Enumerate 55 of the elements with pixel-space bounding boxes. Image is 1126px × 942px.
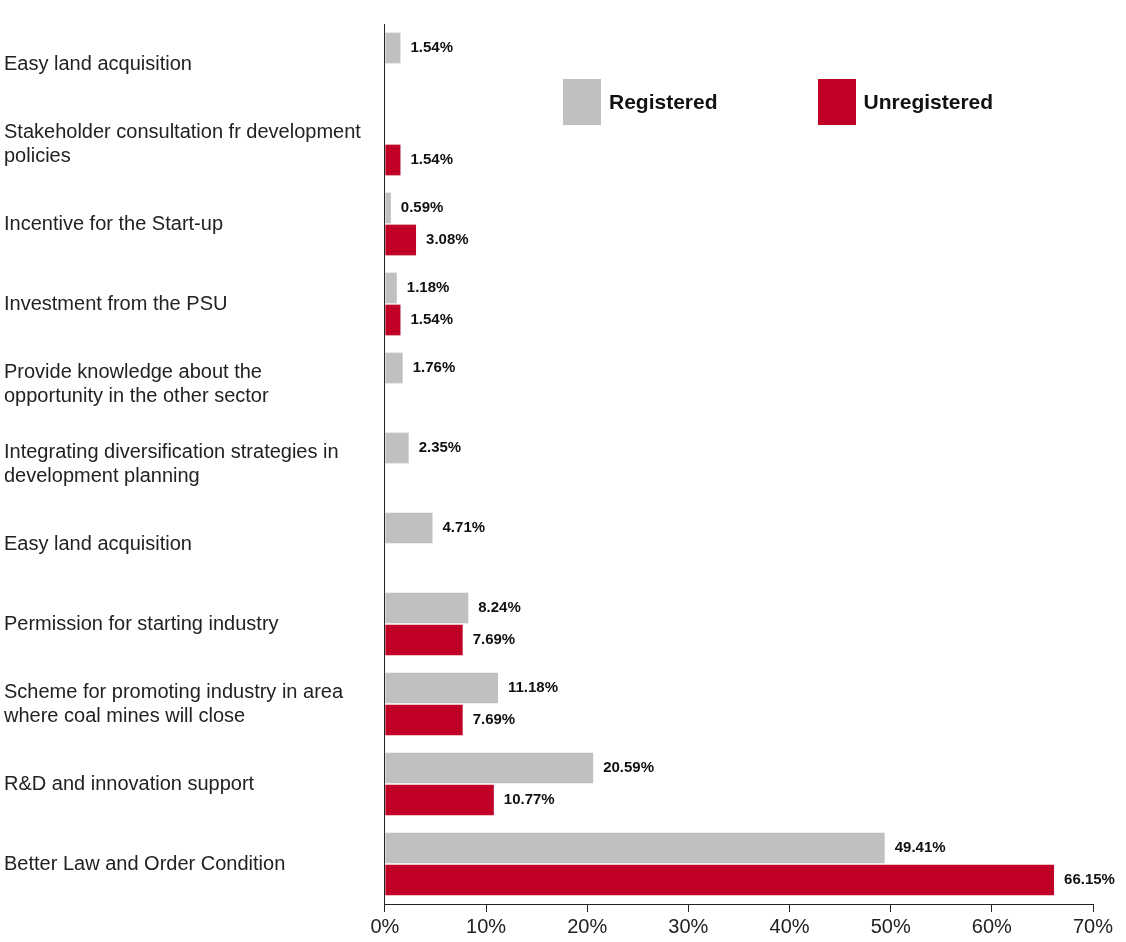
bar (385, 864, 1055, 896)
data-label: 1.54% (410, 310, 454, 328)
bar (385, 144, 401, 176)
data-label: 66.15% (1064, 870, 1115, 888)
bar (385, 352, 403, 384)
data-label: 20.59% (603, 758, 655, 776)
x-tick-label: 60% (971, 914, 1013, 937)
bar (385, 224, 417, 256)
y-tick-label: Integrating diversification strategies in development planning (4, 439, 339, 486)
x-tick-label: 50% (870, 914, 911, 937)
data-label: 10.77% (503, 790, 555, 808)
legend-label: Registered (609, 90, 718, 114)
data-label: 1.54% (410, 150, 454, 168)
y-tick-label: Better Law and Order Condition (4, 851, 286, 874)
bar (385, 192, 391, 224)
x-tick-label: 20% (567, 914, 608, 937)
bar (385, 592, 469, 624)
bar (385, 272, 397, 304)
data-label: 49.41% (894, 838, 946, 856)
bar (385, 624, 463, 656)
bar (385, 752, 594, 784)
data-label: 11.18% (507, 678, 559, 696)
data-label: 3.08% (426, 230, 469, 248)
y-tick-label: Easy land acquisition (4, 531, 192, 554)
data-label: 1.54% (410, 38, 454, 56)
y-tick-label: Easy land acquisition (4, 51, 192, 74)
data-label: 1.18% (406, 278, 450, 296)
x-tick-label: 30% (668, 914, 709, 937)
data-label: 8.24% (478, 598, 521, 616)
y-tick-label: Stakeholder consultation fr development policies (4, 119, 362, 166)
bar (385, 832, 885, 864)
legend-label: Unregistered (863, 90, 994, 114)
bar (385, 32, 401, 64)
y-tick-label: Investment from the PSU (4, 291, 228, 314)
data-label: 0.59% (400, 198, 444, 216)
x-tick-label: 0% (370, 914, 400, 937)
x-tick-label: 10% (466, 914, 507, 937)
bar (385, 304, 401, 336)
data-label: 7.69% (472, 630, 516, 648)
y-tick-label: Provide knowledge about the opportunity in the other sector (4, 359, 269, 406)
y-tick-label: Scheme for promoting industry in area where coal mines will close (3, 679, 344, 726)
bar (385, 784, 494, 816)
data-label: 7.69% (472, 710, 516, 728)
bar (385, 672, 498, 704)
bar (385, 512, 433, 544)
data-label: 2.35% (418, 438, 462, 456)
y-tick-label: Incentive for the Start-up (4, 211, 224, 234)
x-tick-label: 40% (769, 914, 810, 937)
data-label: 1.76% (412, 358, 456, 376)
bar (385, 432, 409, 464)
y-tick-label: R&D and innovation support (4, 771, 255, 794)
data-label: 4.71% (442, 518, 486, 536)
x-tick-label: 70% (1072, 914, 1114, 937)
bar (385, 704, 463, 736)
y-tick-label: Permission for starting industry (4, 611, 279, 634)
